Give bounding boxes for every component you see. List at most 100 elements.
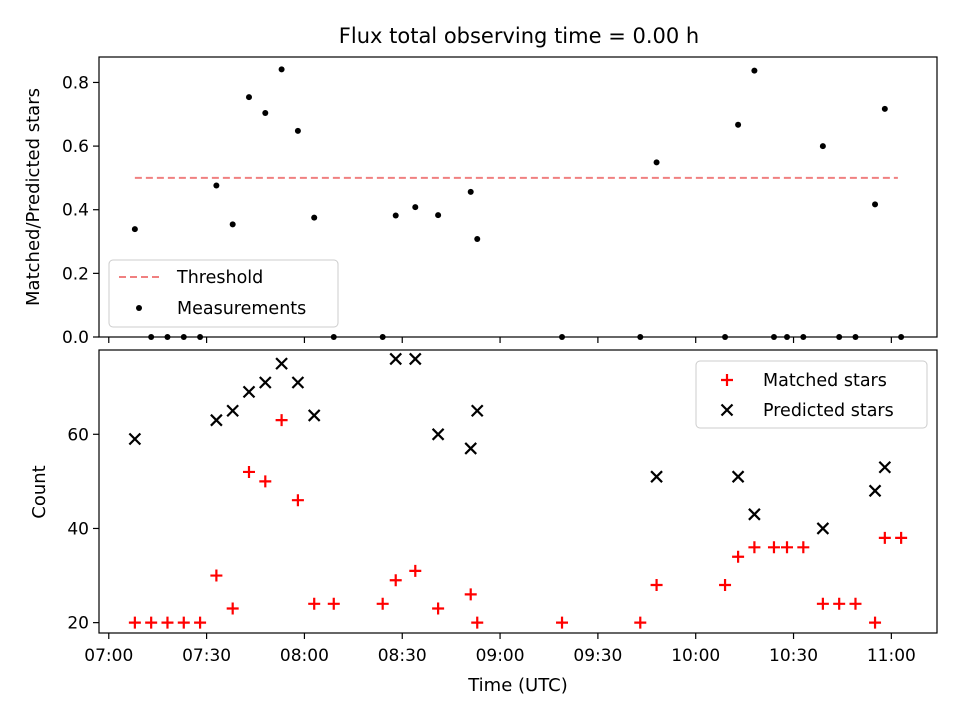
top-axis-ticks: 0.0 0.2 0.4 0.6 0.8 (62, 73, 892, 348)
legend-measurements-label: Measurements (177, 299, 306, 319)
top-panel: 0.00.20.40.60.8 Matched/Predicted stars … (23, 56, 938, 348)
bottom-axes-frame (98, 349, 938, 634)
bottom-x-tick-label: 11:00 (867, 646, 916, 666)
predicted-star-point (389, 352, 403, 366)
predicted-star-point (275, 357, 288, 370)
bottom-x-tick-label: 10:30 (769, 646, 818, 666)
bottom-x-tick-label: 08:00 (280, 646, 329, 666)
measurement-point (819, 143, 826, 150)
matched-star-point (464, 588, 477, 601)
matched-star-point (869, 616, 882, 629)
legend-matched-label: Matched stars (763, 371, 887, 391)
predicted-star-point (242, 385, 256, 399)
measurement-point (294, 127, 301, 134)
measurement-point (881, 105, 888, 112)
predicted-star-point (409, 352, 422, 366)
matched-star-point (389, 574, 402, 587)
bottom-y-tick-label: 60 (67, 425, 89, 445)
matched-star-point (767, 541, 780, 554)
legend-measurements-swatch (136, 305, 142, 311)
top-y-tick-label: 0.4 (62, 201, 89, 221)
matched-star-point (816, 597, 829, 610)
bottom-y-tick-label: 20 (67, 614, 89, 634)
bottom-axis-ticks: 20 40 60 07:00 07:30 08:00 08:30 09:00 09:30 10:0… (67, 425, 915, 666)
predicted-star-point (259, 376, 272, 389)
predicted-star-point (748, 508, 761, 521)
measurement-point (245, 94, 252, 101)
bottom-y-axis-label: Count (29, 465, 50, 518)
matched-star-point (327, 597, 340, 610)
bottom-x-tick-label: 07:30 (182, 646, 231, 666)
matched-star-point (291, 494, 304, 507)
top-y-tick-label: 0.0 (62, 328, 89, 348)
matched-star-point (748, 541, 761, 554)
bottom-data-marks (128, 352, 908, 629)
measurement-point (467, 188, 474, 195)
predicted-star-point (868, 484, 882, 498)
matched-star-point (259, 475, 272, 488)
bottom-x-tick-label: 10:00 (671, 646, 720, 666)
matched-star-point (471, 616, 484, 629)
matched-star-point (895, 531, 908, 544)
measurement-point (653, 159, 660, 166)
matched-star-point (833, 597, 846, 610)
matched-star-point (732, 550, 745, 563)
predicted-star-point (431, 428, 445, 441)
matched-star-point (161, 616, 174, 629)
legend-threshold-label: Threshold (176, 268, 263, 288)
bottom-legend: Matched stars Predicted stars (695, 360, 928, 429)
measurement-point (229, 221, 236, 228)
predicted-star-point (128, 432, 142, 446)
predicted-star-point (210, 413, 223, 427)
top-y-tick-label: 0.8 (62, 73, 89, 93)
matched-star-point (145, 616, 158, 629)
bottom-x-tick-label: 09:00 (476, 646, 525, 666)
predicted-star-point (816, 522, 830, 535)
legend-predicted-label: Predicted stars (763, 401, 894, 421)
measurement-point (435, 212, 442, 219)
top-legend-box (108, 259, 339, 328)
top-legend: Threshold Measurements (108, 259, 339, 328)
measurement-point (751, 67, 758, 74)
measurement-point (474, 236, 481, 242)
top-axes-frame (98, 56, 938, 338)
top-y-tick-label: 0.6 (62, 137, 89, 157)
matched-star-point (849, 597, 862, 610)
bottom-x-tick-label: 08:30 (378, 646, 427, 666)
predicted-star-point (291, 376, 305, 389)
predicted-star-point (464, 442, 477, 455)
bottom-y-tick-label: 40 (67, 519, 89, 539)
bottom-x-tick-label: 07:00 (84, 646, 133, 666)
matched-star-point (634, 616, 647, 629)
measurement-point (131, 226, 138, 233)
matched-star-point (719, 578, 732, 591)
measurement-point (262, 110, 269, 116)
measurement-point (213, 182, 220, 189)
measurement-point (735, 121, 742, 128)
bottom-panel: 20 40 60 07:00 07:30 08:00 08:30 09:00 09:30 10:0… (29, 349, 938, 696)
matched-star-point (878, 531, 891, 544)
measurement-point (278, 66, 285, 73)
matched-star-point (308, 597, 321, 610)
measurement-point (412, 204, 419, 211)
matched-star-point (210, 569, 223, 582)
measurement-point (311, 214, 318, 221)
matched-star-point (226, 602, 239, 615)
predicted-star-point (731, 470, 745, 483)
predicted-star-point (470, 404, 484, 418)
chart-title: Flux total observing time = 0.00 h (339, 24, 699, 48)
predicted-star-point (650, 470, 663, 483)
bottom-x-axis-label: Time (UTC) (467, 675, 568, 696)
matched-star-point (128, 616, 141, 629)
matched-star-point (194, 616, 207, 629)
matched-star-point (556, 616, 569, 629)
matched-star-point (275, 414, 288, 427)
predicted-star-point (307, 409, 321, 422)
matched-star-point (242, 465, 255, 478)
bottom-legend-box (695, 360, 928, 429)
matched-star-point (781, 541, 794, 554)
matched-star-point (650, 578, 663, 591)
bottom-x-tick-label: 09:30 (573, 646, 622, 666)
top-y-axis-label: Matched/Predicted stars (23, 88, 44, 306)
